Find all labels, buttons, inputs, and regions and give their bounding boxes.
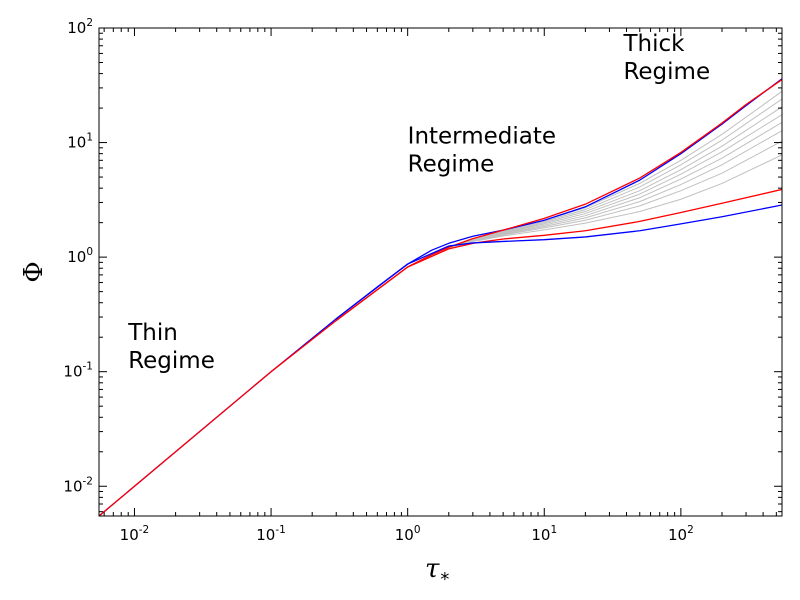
tick-base: 10	[67, 248, 86, 266]
tick-base: 10	[668, 526, 687, 544]
tick-base: 10	[63, 477, 82, 495]
x-axis-label: τ*	[425, 554, 449, 590]
series-line-0	[99, 78, 782, 516]
tick-base: 10	[256, 526, 275, 544]
x-tick-label: 10-2	[120, 524, 150, 544]
tick-exponent: 2	[86, 17, 93, 29]
tick-exponent: 0	[414, 524, 421, 536]
y-tick-label: 101	[67, 132, 93, 152]
x-tick-label: 101	[531, 524, 557, 544]
annotation-0-line-1: Regime	[128, 348, 215, 374]
tick-base: 10	[63, 363, 82, 381]
annotation-2-line-1: Regime	[623, 59, 710, 85]
tick-base: 10	[67, 19, 86, 37]
y-tick-label: 102	[67, 17, 93, 37]
tick-exponent: 0	[86, 246, 93, 258]
x-tick-label: 10-1	[256, 524, 286, 544]
annotation-2-line-0: Thick	[622, 31, 685, 57]
series-line-10	[335, 188, 782, 322]
y-tick-label: 10-1	[63, 361, 93, 381]
series-line-1	[99, 78, 782, 516]
ticks-layer	[99, 27, 782, 516]
x-tick-label: 102	[668, 524, 694, 544]
annotation-1-line-1: Regime	[408, 152, 495, 178]
tick-base: 10	[395, 526, 414, 544]
annotation-1-line-0: Intermediate	[408, 124, 556, 150]
tick-exponent: -1	[275, 524, 285, 536]
y-tick-label: 100	[67, 246, 93, 266]
annotation-0-line-0: Thin	[127, 320, 178, 346]
tick-base: 10	[531, 526, 550, 544]
series-line-11	[335, 204, 782, 320]
tick-base: 10	[120, 526, 139, 544]
x-axis-subscript: *	[440, 569, 449, 590]
tick-exponent: 1	[86, 132, 93, 144]
x-axis-symbol: τ	[425, 554, 440, 584]
x-tick-label: 100	[395, 524, 421, 544]
tick-base: 10	[67, 134, 86, 152]
tick-exponent: 1	[550, 524, 557, 536]
series-layer	[99, 78, 782, 516]
tick-exponent: -2	[83, 475, 93, 487]
y-tick-label: 10-2	[63, 475, 93, 495]
tick-exponent: -2	[139, 524, 149, 536]
plot-frame	[98, 27, 783, 517]
y-axis-label: Φ	[19, 261, 49, 282]
tick-exponent: -1	[83, 361, 93, 373]
tick-exponent: 2	[687, 524, 694, 536]
